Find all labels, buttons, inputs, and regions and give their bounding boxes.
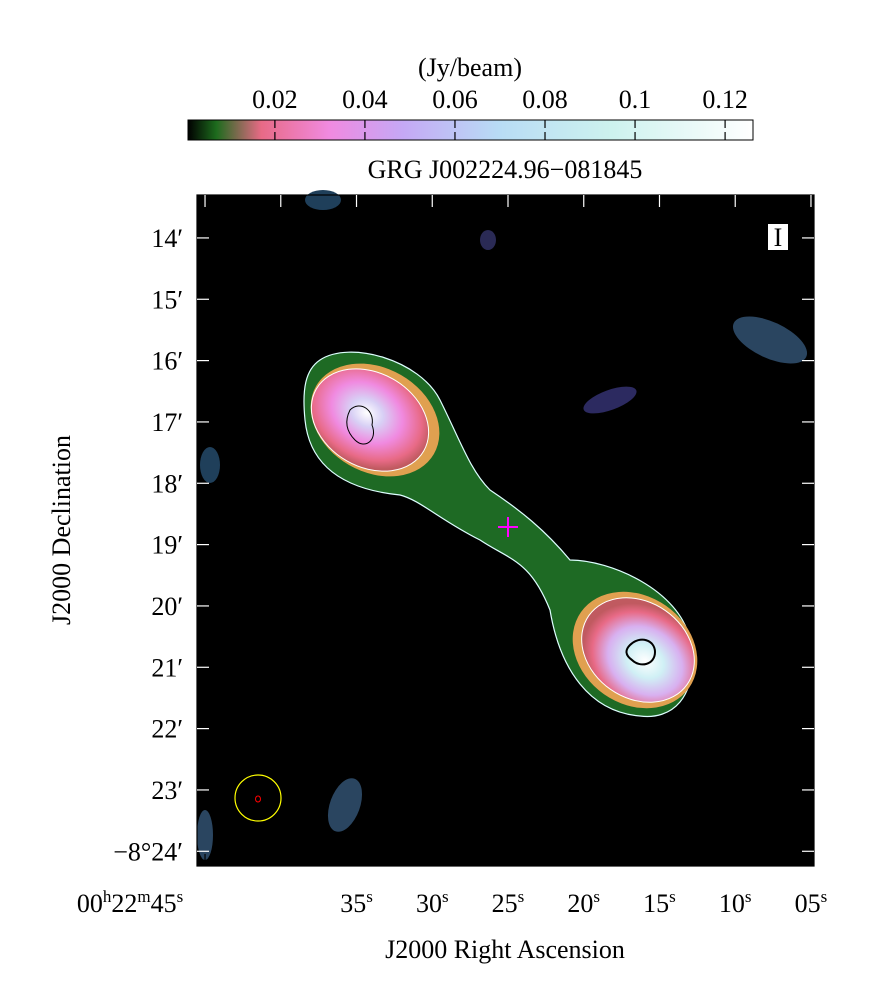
host-marker <box>498 517 518 537</box>
y-tick-label: 20′ <box>151 592 183 621</box>
colorbar-tick-label: 0.1 <box>619 85 652 114</box>
south-lobe <box>581 597 695 703</box>
y-tick-label: 15′ <box>151 285 183 314</box>
y-tick-label: 14′ <box>151 224 183 253</box>
optical-contour <box>346 405 374 445</box>
y-tick-label: 19′ <box>151 531 183 560</box>
y-tick-label: 23′ <box>151 776 183 805</box>
x-tick-label: 00h22m45s <box>77 887 183 918</box>
colorbar-tick-label: 0.12 <box>702 85 748 114</box>
noise <box>327 778 363 832</box>
x-tick-label: 25s <box>492 887 525 918</box>
y-tick-label: 21′ <box>151 653 183 682</box>
stokes-box <box>768 224 788 250</box>
beam <box>234 774 282 822</box>
x-tick-label: 30s <box>416 887 449 918</box>
x-tick-label: 10s <box>719 887 752 918</box>
y-tick-label: 22′ <box>151 715 183 744</box>
x-tick-label: 15s <box>643 887 676 918</box>
colorbar <box>187 119 754 141</box>
stokes-label: I <box>774 223 783 252</box>
noise <box>480 230 496 250</box>
chart-title: GRG J002224.96−081845 <box>368 155 643 184</box>
noise <box>197 810 213 860</box>
y-tick-label: −8°24′ <box>113 837 183 866</box>
beam-inner <box>255 795 261 803</box>
noise <box>583 386 637 414</box>
image: I <box>197 190 814 866</box>
colorbar-tick-label: 0.06 <box>432 85 478 114</box>
x-tick-label: 05s <box>795 887 828 918</box>
colorbar-label: (Jy/beam) <box>418 53 522 82</box>
colorbar-tick-label: 0.04 <box>342 85 388 114</box>
x-tick-label: 20s <box>567 887 600 918</box>
optical-contour <box>625 638 657 666</box>
y-tick-label: 17′ <box>151 408 183 437</box>
x-axis-label: J2000 Right Ascension <box>385 935 625 964</box>
y-tick-label: 18′ <box>151 469 183 498</box>
colorbar-tick-label: 0.02 <box>252 85 298 114</box>
north-lobe <box>310 368 430 472</box>
y-axis-label: J2000 Declination <box>47 435 76 625</box>
noise <box>305 190 341 210</box>
x-tick-label: 35s <box>340 887 373 918</box>
colorbar-tick-label: 0.08 <box>522 85 568 114</box>
noise <box>732 316 808 364</box>
noise <box>200 447 220 483</box>
y-tick-label: 16′ <box>151 347 183 376</box>
frame <box>196 194 815 867</box>
